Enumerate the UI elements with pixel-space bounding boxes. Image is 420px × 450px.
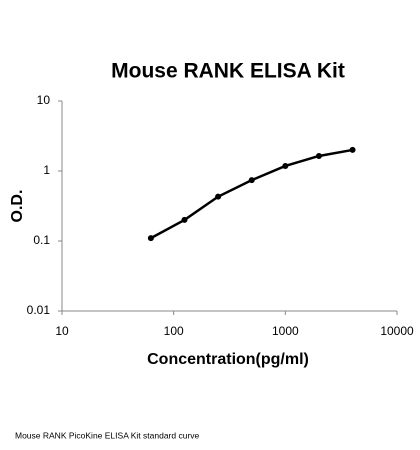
data-point xyxy=(215,193,222,200)
data-point xyxy=(248,177,255,184)
y-axis-label: O.D. xyxy=(9,190,26,223)
x-axis-label: Concentration(pg/ml) xyxy=(147,351,309,368)
y-tick-label: 10 xyxy=(37,93,51,107)
chart-title: Mouse RANK ELISA Kit xyxy=(111,60,345,83)
y-tick-label: 0.01 xyxy=(27,303,51,317)
y-tick-label: 0.1 xyxy=(33,233,50,247)
data-point xyxy=(315,152,322,159)
x-tick-label: 10 xyxy=(55,324,69,338)
data-point xyxy=(349,146,356,153)
data-point xyxy=(282,162,289,169)
data-point xyxy=(147,235,154,242)
x-tick-label: 100 xyxy=(164,324,184,338)
y-tick-label: 1 xyxy=(43,163,50,177)
caption: Mouse RANK PicoKine ELISA Kit standard c… xyxy=(15,430,200,440)
series-line xyxy=(150,148,353,240)
x-tick-label: 1000 xyxy=(272,324,299,338)
data-point xyxy=(181,216,188,223)
x-tick-label: 10000 xyxy=(380,324,414,338)
